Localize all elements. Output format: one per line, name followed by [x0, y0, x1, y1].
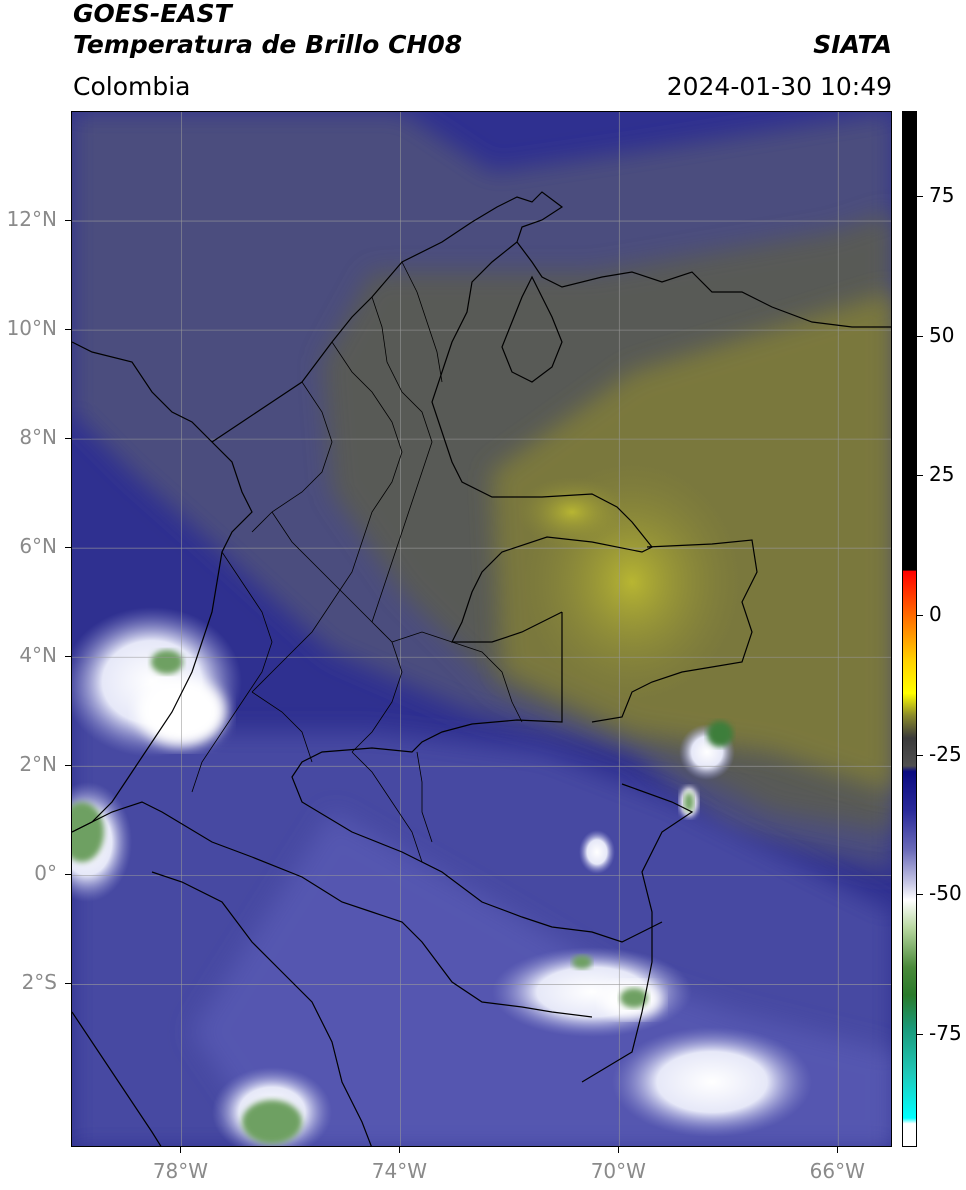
- dept-line-5: [271, 511, 403, 753]
- lat-tick-label: 2°S: [21, 970, 57, 995]
- lat-tick-mark: [65, 547, 71, 549]
- yellow-core-2: [517, 477, 627, 547]
- colorbar-tick-label: 75: [929, 182, 955, 207]
- lat-tick-label: 10°N: [6, 316, 57, 341]
- lat-tick-label: 8°N: [19, 425, 57, 450]
- cloud-systems: [72, 607, 812, 1146]
- colorbar-tick-label: -25: [929, 741, 962, 766]
- brand-label: SIATA: [813, 30, 892, 59]
- cloud-south-1: [492, 947, 692, 1037]
- gridlines: [72, 112, 891, 1146]
- lake-maracaibo: [501, 275, 563, 383]
- cloud-west-core: [137, 677, 227, 747]
- pacific-coast-colombia: [72, 581, 218, 833]
- map-panel: [71, 111, 892, 1147]
- lat-tick-mark: [65, 874, 71, 876]
- cloud-green-6: [707, 721, 733, 747]
- timestamp-label: 2024-01-30 10:49: [666, 72, 892, 101]
- cloud-mid-south: [579, 830, 615, 874]
- figure-title-product: Temperatura de Brillo CH08: [73, 30, 463, 59]
- satellite-map: [72, 112, 891, 1146]
- dept-line-10: [416, 751, 433, 843]
- colombia-venezuela-border: [431, 241, 653, 643]
- lat-tick-mark: [65, 329, 71, 331]
- colombia-ecuador-border: [72, 801, 593, 1018]
- cloud-green-3: [620, 988, 648, 1008]
- cloud-south-2: [612, 1027, 812, 1137]
- colorbar-tick-mark: [917, 475, 923, 477]
- colorbar-tick-mark: [917, 1034, 923, 1036]
- lon-tick-mark: [399, 1147, 401, 1153]
- colorbar-gradient: [903, 112, 916, 1146]
- lat-tick-label: 6°N: [19, 534, 57, 559]
- lon-tick-label: 78°W: [152, 1159, 209, 1183]
- colorbar-tick-mark: [917, 195, 923, 197]
- lon-tick-mark: [180, 1147, 182, 1153]
- region-label: Colombia: [73, 72, 191, 101]
- cloud-green-5: [242, 1100, 302, 1144]
- colorbar-tick-label: 50: [929, 322, 955, 347]
- colorbar-tick-label: 25: [929, 462, 955, 487]
- lat-tick-mark: [65, 983, 71, 985]
- lon-tick-label: 66°W: [809, 1159, 865, 1183]
- colombia-brazil-border: [291, 612, 663, 943]
- panama-costa-rica: [72, 341, 253, 583]
- dept-line-8: [351, 751, 443, 873]
- dept-line-3: [371, 296, 433, 623]
- dept-line-2: [251, 341, 403, 693]
- brazil-peru-border: [581, 783, 694, 1083]
- lat-tick-mark: [65, 220, 71, 222]
- lon-tick-mark: [837, 1147, 839, 1153]
- dept-line-6: [191, 551, 273, 793]
- colorbar-tick-mark: [917, 894, 923, 896]
- figure-title-satellite: GOES-EAST: [73, 0, 232, 28]
- lat-tick-label: 12°N: [6, 207, 57, 232]
- colorbar: [902, 111, 917, 1147]
- lon-tick-label: 70°W: [590, 1159, 646, 1183]
- colorbar-tick-mark: [917, 754, 923, 756]
- lat-tick-mark: [65, 438, 71, 440]
- lat-tick-mark: [65, 656, 71, 658]
- dept-line-9: [251, 691, 313, 763]
- cloud-green-2: [72, 802, 104, 862]
- ecuador-peru-border: [151, 871, 372, 1146]
- dept-line-7: [391, 631, 523, 723]
- colorbar-tick-mark: [917, 335, 923, 337]
- lon-tick-label: 74°W: [371, 1159, 427, 1183]
- colorbar-tick-label: -50: [929, 881, 962, 906]
- dept-line-4: [401, 261, 443, 383]
- coastline-caribbean: [211, 191, 891, 443]
- lon-tick-mark: [618, 1147, 620, 1153]
- cloud-green-1: [151, 650, 183, 674]
- lat-tick-label: 0°: [34, 861, 57, 886]
- cloud-green-7: [684, 792, 694, 812]
- colorbar-tick-label: 0: [929, 602, 942, 627]
- lat-tick-mark: [65, 765, 71, 767]
- country-borders: [72, 191, 891, 1146]
- venezuela-brazil-border: [591, 539, 758, 723]
- cloud-green-4: [572, 955, 592, 969]
- colorbar-tick-label: -75: [929, 1021, 962, 1046]
- lat-tick-label: 4°N: [19, 643, 57, 668]
- peru-coast: [72, 1011, 162, 1146]
- colorbar-tick-mark: [917, 615, 923, 617]
- lat-tick-label: 2°N: [19, 752, 57, 777]
